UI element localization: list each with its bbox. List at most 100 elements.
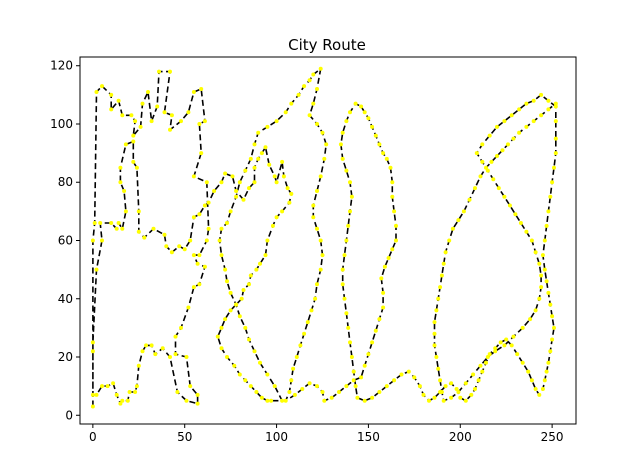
city-point — [432, 395, 437, 400]
city-point — [461, 209, 466, 214]
city-point — [528, 317, 533, 322]
city-point — [140, 101, 145, 106]
city-point — [219, 325, 224, 330]
city-point — [476, 378, 481, 383]
city-point — [283, 110, 288, 115]
city-point — [524, 124, 529, 129]
city-point — [504, 337, 509, 342]
city-point — [550, 180, 555, 185]
city-point — [390, 180, 395, 185]
x-axis: 0 50 100 150 200 250 — [89, 424, 564, 444]
city-point — [489, 159, 494, 164]
city-point — [116, 98, 121, 103]
city-point — [318, 66, 323, 71]
city-point — [272, 384, 277, 389]
city-point — [399, 372, 404, 377]
city-point — [548, 302, 553, 307]
city-point — [123, 209, 128, 214]
city-point — [542, 267, 547, 272]
city-point — [191, 253, 196, 258]
city-point — [265, 372, 270, 377]
city-point — [191, 285, 196, 290]
city-point — [241, 197, 246, 202]
city-point — [274, 180, 279, 185]
city-point — [427, 398, 431, 403]
city-point — [373, 133, 378, 138]
city-point — [546, 107, 551, 112]
city-point — [544, 223, 549, 228]
city-point — [237, 372, 242, 377]
city-point — [537, 296, 542, 301]
city-point — [188, 384, 193, 389]
city-point — [344, 168, 349, 173]
city-point — [140, 349, 145, 354]
city-point — [164, 244, 169, 249]
city-point — [289, 101, 294, 106]
city-point — [436, 366, 441, 371]
city-point — [546, 290, 551, 295]
city-point — [539, 92, 544, 97]
city-point — [318, 174, 323, 179]
city-point — [248, 384, 253, 389]
city-point — [123, 142, 128, 147]
city-point — [118, 165, 123, 170]
city-point — [546, 209, 551, 214]
city-point — [456, 218, 461, 223]
city-point — [90, 238, 95, 243]
city-point — [394, 223, 398, 228]
city-point — [349, 355, 354, 359]
city-point — [100, 384, 104, 389]
city-point — [548, 349, 553, 354]
city-point — [199, 151, 204, 156]
city-point — [219, 346, 224, 351]
city-point — [487, 352, 492, 357]
city-point — [381, 305, 386, 310]
city-point — [109, 92, 114, 97]
city-point — [500, 148, 505, 153]
city-point — [311, 72, 316, 77]
city-point — [370, 124, 375, 129]
city-point — [553, 151, 558, 156]
city-point — [377, 390, 382, 394]
city-point — [252, 165, 257, 170]
city-point — [412, 375, 417, 380]
city-point — [90, 340, 95, 345]
city-point — [149, 343, 154, 348]
city-point — [311, 203, 316, 208]
city-point — [160, 346, 165, 351]
city-point — [529, 238, 534, 243]
city-point — [311, 101, 316, 106]
city-point — [540, 253, 545, 258]
city-point — [509, 343, 514, 348]
city-point — [362, 363, 367, 368]
y-tick-label: 100 — [50, 117, 73, 131]
city-point — [285, 186, 290, 191]
city-point — [438, 378, 443, 383]
city-point — [518, 221, 523, 225]
city-point — [307, 78, 312, 83]
city-point — [197, 212, 202, 217]
city-point — [377, 317, 382, 322]
city-point — [346, 325, 351, 330]
city-point — [280, 398, 285, 403]
city-point — [450, 226, 455, 231]
y-tick-label: 120 — [50, 59, 73, 73]
plot-area — [90, 66, 558, 409]
city-point — [287, 200, 292, 205]
city-point — [344, 238, 349, 243]
city-point — [289, 378, 294, 383]
city-point — [340, 156, 345, 161]
city-point — [485, 355, 490, 359]
city-point — [315, 384, 319, 389]
city-point — [182, 247, 187, 252]
city-point — [133, 119, 138, 124]
city-point — [248, 156, 253, 161]
city-point — [168, 69, 172, 74]
city-point — [202, 203, 207, 208]
city-point — [225, 221, 229, 225]
city-point — [478, 363, 483, 368]
y-axis: 0 20 40 60 80 100 120 — [50, 59, 80, 422]
city-point — [449, 381, 454, 386]
city-point — [366, 352, 371, 357]
